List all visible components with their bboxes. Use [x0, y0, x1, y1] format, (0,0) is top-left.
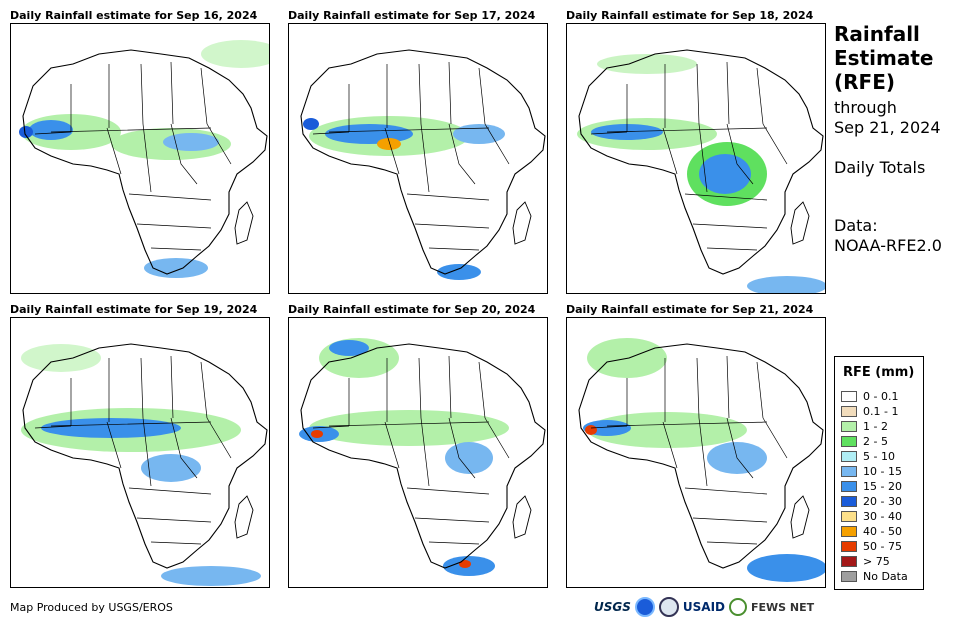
legend-swatch [841, 555, 857, 567]
totals-label: Daily Totals [834, 158, 926, 177]
panel-title: Daily Rainfall estimate for Sep 20, 2024 [288, 303, 536, 316]
heading-line-1: Rainfall [834, 22, 920, 46]
panel-title: Daily Rainfall estimate for Sep 19, 2024 [10, 303, 258, 316]
rainfall-map [566, 23, 826, 294]
legend-swatch [841, 495, 857, 507]
heading-line-3: (RFE) [834, 70, 896, 94]
rainfall-map [288, 317, 548, 588]
legend-swatch [841, 435, 857, 447]
legend-swatch [841, 570, 857, 582]
rainfall-map [566, 317, 826, 588]
legend-item: > 75 [841, 554, 890, 568]
legend-swatch [841, 480, 857, 492]
legend-item: 2 - 5 [841, 434, 888, 448]
side-panel: Rainfall Estimate (RFE) through Sep 21, … [834, 22, 970, 256]
rainfall-map [10, 23, 270, 294]
through-label: through [834, 98, 897, 117]
usaid-logo: USAID [682, 600, 725, 614]
legend-swatch [841, 465, 857, 477]
legend-swatch [841, 390, 857, 402]
legend-title: RFE (mm) [843, 365, 915, 380]
legend-swatch [841, 525, 857, 537]
legend-swatch [841, 405, 857, 417]
legend-swatch [841, 510, 857, 522]
seal-logo [658, 597, 679, 617]
noaa-logo [634, 597, 655, 617]
rainfall-map [288, 23, 548, 294]
rainfall-map [10, 317, 270, 588]
through-date: Sep 21, 2024 [834, 118, 941, 137]
fewsnet-logo: FEWS NET [751, 600, 815, 614]
legend-swatch [841, 540, 857, 552]
data-label: Data: [834, 216, 878, 235]
panel-title: Daily Rainfall estimate for Sep 17, 2024 [288, 9, 536, 22]
legend-item: 0 - 0.1 [841, 389, 898, 403]
legend-item: 0.1 - 1 [841, 404, 898, 418]
legend-swatch [841, 450, 857, 462]
legend-item: 10 - 15 [841, 464, 902, 478]
fews-globe-icon [729, 598, 747, 616]
legend-item: 40 - 50 [841, 524, 902, 538]
heading-line-2: Estimate [834, 46, 934, 70]
legend: RFE (mm) 0 - 0.1 0.1 - 1 1 - 2 2 - 5 5 -… [834, 356, 924, 590]
legend-item: 20 - 30 [841, 494, 902, 508]
legend-item: 50 - 75 [841, 539, 902, 553]
data-source: NOAA-RFE2.0 [834, 236, 942, 255]
legend-swatch [841, 420, 857, 432]
map-credit: Map Produced by USGS/EROS [10, 601, 173, 614]
legend-item: No Data [841, 569, 908, 583]
legend-item: 5 - 10 [841, 449, 895, 463]
legend-item: 30 - 40 [841, 509, 902, 523]
legend-item: 15 - 20 [841, 479, 902, 493]
legend-item: 1 - 2 [841, 419, 888, 433]
agency-logos: USGS USAID FEWS NET [594, 597, 814, 617]
panel-title: Daily Rainfall estimate for Sep 18, 2024 [566, 9, 814, 22]
usgs-logo: USGS [594, 600, 631, 614]
panel-title: Daily Rainfall estimate for Sep 16, 2024 [10, 9, 258, 22]
panel-title: Daily Rainfall estimate for Sep 21, 2024 [566, 303, 814, 316]
